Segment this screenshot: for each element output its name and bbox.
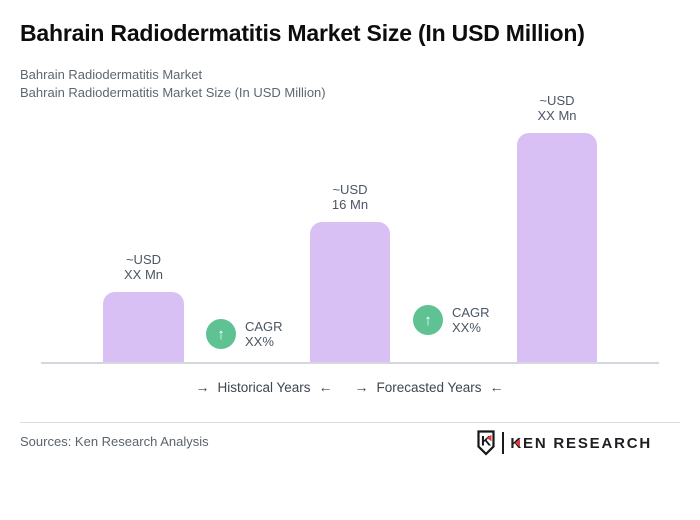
right-arrow-icon: → — [195, 379, 210, 395]
bar-value-label-line1: ~USD — [125, 252, 162, 267]
cagr-badge-historical: ↑ CAGR XX% — [206, 319, 283, 349]
shield-red-triangle — [486, 434, 492, 442]
bar-value-label-line2: XX Mn — [537, 108, 577, 123]
x-axis-baseline — [41, 362, 659, 364]
cagr-label-line1: CAGR — [452, 305, 490, 320]
bar-group-base-year: ~USD 16 Mn — [310, 182, 390, 363]
axis-group-label: Forecasted Years — [376, 379, 482, 395]
trend-up-badge: ↑ — [206, 319, 236, 349]
bar-value-label-line1: ~USD — [332, 182, 368, 197]
bar-value-label: ~USD XX Mn — [537, 93, 576, 123]
page-title: Bahrain Radiodermatitis Market Size (In … — [20, 20, 585, 46]
left-arrow-icon: ← — [318, 379, 333, 395]
right-arrow-icon: → — [354, 379, 369, 395]
sources-text: Sources: Ken Research Analysis — [20, 434, 209, 449]
ken-research-logo: K K EN RESEARCH — [476, 430, 652, 456]
bar-value-label: ~USD 16 Mn — [332, 182, 368, 212]
cagr-label: CAGR XX% — [452, 305, 490, 335]
logo-brand-rest: EN RESEARCH — [523, 434, 652, 452]
trend-up-badge: ↑ — [413, 305, 443, 335]
chart-subtitle-line1: Bahrain Radiodermatitis Market — [20, 67, 203, 82]
bar-historical-start — [103, 292, 184, 363]
axis-group-label: Historical Years — [217, 379, 311, 395]
bar-value-label: ~USD XX Mn — [124, 252, 163, 282]
cagr-label: CAGR XX% — [245, 319, 283, 349]
bar-group-historical-start: ~USD XX Mn — [103, 252, 184, 363]
axis-group-forecasted-years: → Forecasted Years ← — [354, 379, 503, 395]
logo-brand-k: K — [510, 435, 523, 452]
bar-value-label-line2: XX Mn — [123, 267, 163, 282]
bar-forecast-end — [517, 133, 597, 363]
chart-subtitle-line2: Bahrain Radiodermatitis Market Size (In … — [20, 85, 326, 100]
cagr-label-line1: CAGR — [245, 319, 283, 334]
bar-value-label-line1: ~USD — [539, 93, 575, 108]
bar-group-forecast-end: ~USD XX Mn — [517, 93, 597, 363]
axis-group-historical-years: → Historical Years ← — [195, 379, 332, 395]
bar-base-year — [310, 222, 390, 363]
logo-divider-bar — [502, 432, 505, 454]
shield-k-icon: K — [477, 430, 495, 456]
bar-value-label-line2: 16 Mn — [331, 197, 369, 212]
logo-red-triangle-icon — [515, 439, 521, 447]
shield-k-letter: K — [481, 433, 491, 449]
left-arrow-icon: ← — [489, 379, 504, 395]
chart-subtitle: Bahrain Radiodermatitis Market Bahrain R… — [20, 66, 326, 102]
up-arrow-icon: ↑ — [217, 325, 225, 343]
cagr-label-line2: XX% — [245, 334, 274, 349]
footer-divider — [20, 422, 680, 423]
cagr-label-line2: XX% — [452, 320, 481, 335]
up-arrow-icon: ↑ — [424, 311, 432, 329]
logo-brand-text: K EN RESEARCH — [510, 435, 652, 452]
cagr-badge-forecast: ↑ CAGR XX% — [413, 305, 490, 335]
